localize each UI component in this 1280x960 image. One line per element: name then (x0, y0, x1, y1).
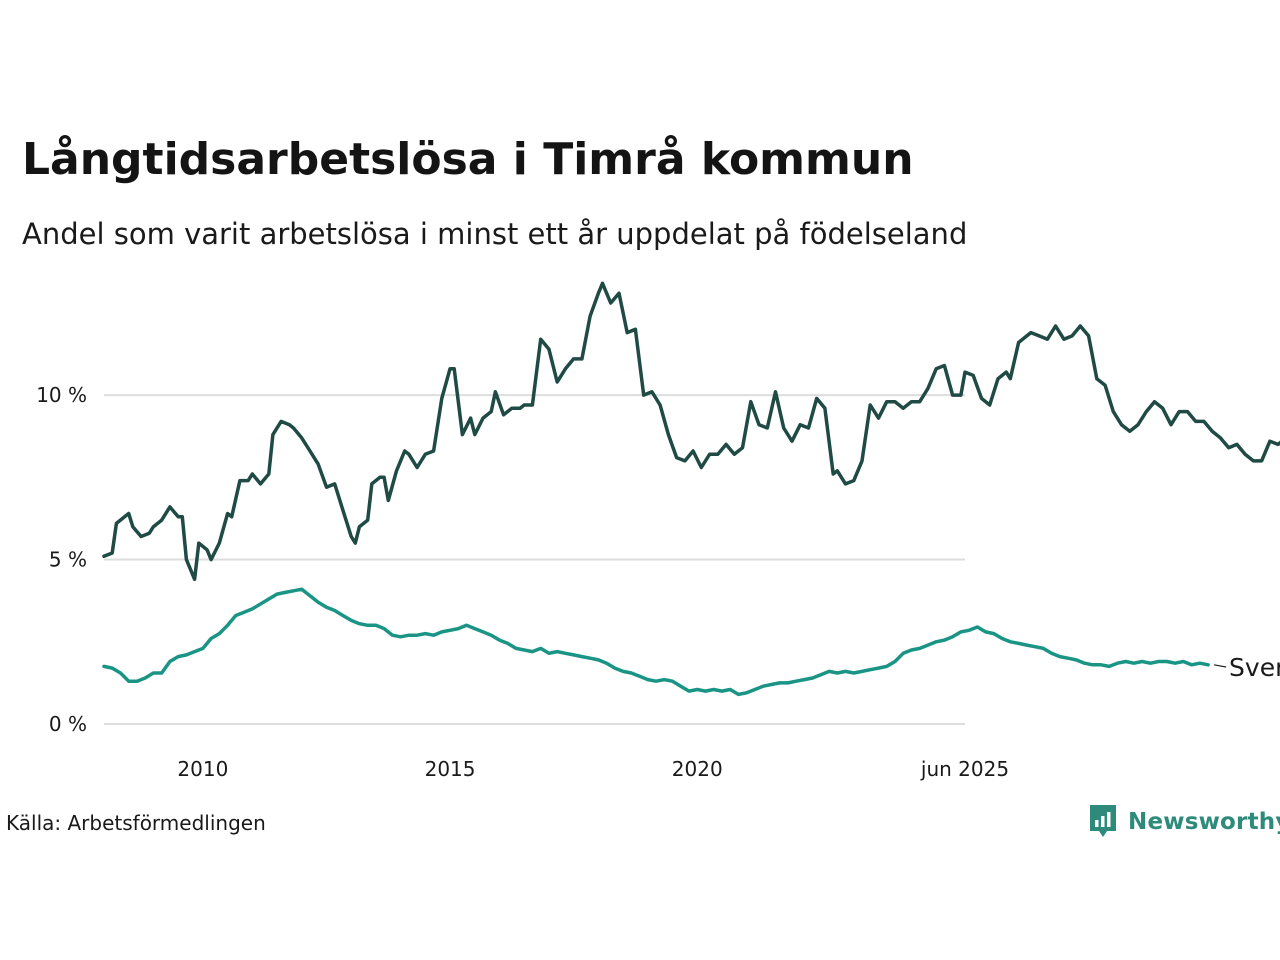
series-end-label: Sverige: 1,8 % (1229, 653, 1280, 682)
chart-title: Långtidsarbetslösa i Timrå kommun (22, 134, 914, 185)
series-lines (102, 281, 1280, 697)
x-axis-ticks: 2010 2015 2020 jun 2025 (177, 757, 1009, 781)
chart-subtitle: Andel som varit arbetslösa i minst ett å… (22, 217, 968, 251)
y-tick-label: 10 % (36, 383, 87, 407)
source-note: Källa: Arbetsförmedlingen (6, 811, 266, 835)
x-tick-label: jun 2025 (920, 757, 1009, 781)
y-tick-label: 0 % (49, 712, 87, 736)
newsworthy-logo[interactable]: Newsworthy (1088, 802, 1280, 842)
series-line-utomlands (102, 281, 1280, 582)
y-axis-ticks: 0 % 5 % 10 % (36, 383, 87, 736)
x-tick-label: 2020 (672, 757, 723, 781)
end-label-leader (1213, 664, 1227, 668)
x-tick-label: 2015 (425, 757, 476, 781)
x-tick-label: 2010 (177, 757, 228, 781)
y-tick-label: 5 % (49, 548, 87, 572)
series-line-sverige (102, 587, 1210, 697)
newsworthy-chart-bubble-icon (1090, 805, 1116, 837)
brand-name: Newsworthy (1128, 809, 1280, 835)
gridlines (104, 394, 965, 725)
series-end-labels: utomlands: 7,6 %Sverige: 1,8 % (1213, 653, 1280, 682)
